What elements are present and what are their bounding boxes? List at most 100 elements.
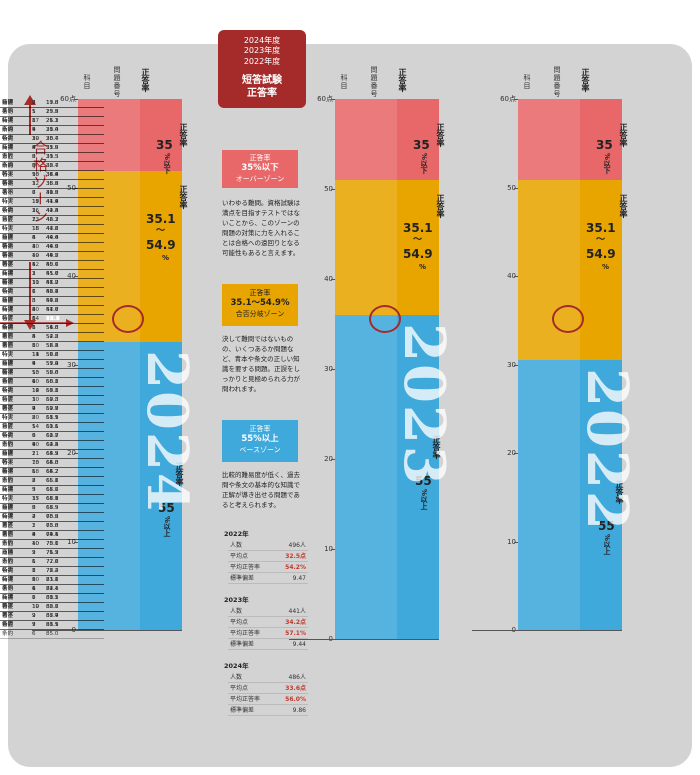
- table-row: 特実 6 56.3: [0, 378, 104, 387]
- row-question-number: 11: [32, 280, 40, 286]
- row-question-number: 3: [32, 280, 36, 286]
- table-row: 特実 13 55.0: [0, 369, 104, 378]
- row-answer-rate: 51.7: [46, 280, 59, 286]
- table-row: 特実 3 68.1: [0, 495, 104, 504]
- table-row: 意匠 1 68.8: [0, 522, 104, 531]
- row-question-number: 9: [32, 577, 36, 583]
- table-row: 特実 16 42.3: [0, 207, 104, 216]
- row-question-number: 7: [32, 406, 36, 412]
- row-question-number: 2: [32, 271, 36, 277]
- row-answer-rate: 44.6: [46, 244, 59, 250]
- row-answer-rate: 56.2: [46, 343, 59, 349]
- table-row: 特実 15 47.2: [0, 225, 104, 234]
- base-zone-value: 55: [415, 474, 432, 488]
- row-subject: 特実: [2, 514, 14, 520]
- row-question-number: 2: [32, 100, 36, 106]
- zone-base-bg: [335, 315, 439, 639]
- row-subject: 特実: [2, 100, 14, 106]
- table-row: 特実 9 36.4: [0, 171, 104, 180]
- row-question-number: 3: [32, 496, 36, 502]
- row-subject: 商標: [2, 145, 14, 151]
- row-answer-rate: 72.4: [46, 568, 59, 574]
- table-row: 商標 7 17.5: [0, 99, 104, 108]
- row-question-number: 16: [32, 226, 40, 232]
- y-tick-mark: [331, 369, 335, 370]
- row-subject: 特実: [2, 622, 14, 628]
- row-question-number: 8: [32, 577, 36, 583]
- row-subject: 著不: [2, 604, 14, 610]
- zone-base-bg: [78, 342, 182, 630]
- base-zone-suffix: %以上: [163, 516, 171, 538]
- pass-zone-high: 54.9: [586, 247, 616, 261]
- stats-value: 57.1%: [285, 630, 306, 637]
- row-answer-rate: 32.7: [46, 163, 59, 169]
- row-subject: 特実: [2, 316, 14, 322]
- row-subject: 条約: [2, 532, 14, 538]
- table-row: 条約 3 36.3: [0, 189, 104, 198]
- row-subject: 商標: [2, 271, 14, 277]
- row-subject: 特実: [2, 577, 14, 583]
- table-row: 特実 1 46.4: [0, 288, 104, 297]
- row-question-number: 20: [32, 415, 40, 421]
- row-subject: 意匠: [2, 397, 14, 403]
- value-column-shade: [335, 99, 397, 639]
- row-question-number: 6: [32, 316, 36, 322]
- row-subject: 特実: [2, 415, 14, 421]
- row-answer-rate: 74.4: [46, 586, 59, 592]
- table-row: 商標 5 50.8: [0, 297, 104, 306]
- table-row: 特実 8 58.1: [0, 414, 104, 423]
- row-answer-rate: 35.9: [46, 181, 59, 187]
- table-row: 特実 15 66.9: [0, 495, 104, 504]
- row-subject: 意匠: [2, 316, 14, 322]
- row-answer-rate: 60.8: [46, 397, 59, 403]
- row-answer-rate: 47.0: [46, 280, 59, 286]
- row-subject: 意匠: [2, 298, 14, 304]
- row-subject: 条約: [2, 559, 14, 565]
- table-row: 商標 9 71.2: [0, 549, 104, 558]
- pass-line-circle: [552, 305, 584, 333]
- row-answer-rate: 66.9: [46, 496, 59, 502]
- stats-value: 441人: [288, 608, 306, 615]
- row-answer-rate: 64.4: [46, 442, 59, 448]
- row-subject: 商標: [2, 595, 14, 601]
- table-row: 商標 5 59.2: [0, 360, 104, 369]
- table-row: 意匠 2 19.8: [0, 99, 104, 108]
- row-subject: 著不: [2, 343, 14, 349]
- row-subject: 特実: [2, 298, 14, 304]
- row-subject: 特実: [2, 433, 14, 439]
- row-answer-rate: 63.2: [46, 442, 59, 448]
- row-answer-rate: 64.2: [46, 451, 59, 457]
- row-answer-rate: 45.6: [46, 271, 59, 277]
- row-question-number: 12: [32, 262, 40, 268]
- row-question-number: 18: [32, 460, 40, 466]
- zone-base-bg: [518, 360, 622, 630]
- table-row: 商標 1 21.3: [0, 117, 104, 126]
- row-subject: 特実: [2, 388, 14, 394]
- stats-row: 標準偏差 9.86: [228, 705, 308, 716]
- row-subject: 条約: [2, 586, 14, 592]
- row-subject: 特実: [2, 136, 14, 142]
- row-question-number: 8: [32, 568, 36, 574]
- row-subject: 著不: [2, 190, 14, 196]
- row-question-number: 5: [32, 109, 36, 115]
- table-row: 条約 3 44.4: [0, 207, 104, 216]
- y-tick-label: 30: [324, 365, 333, 373]
- row-question-number: 2: [32, 478, 36, 484]
- table-row: 著不 7 39.9: [0, 189, 104, 198]
- row-question-number: 1: [32, 586, 36, 592]
- zone-over-bg: [518, 99, 622, 180]
- row-question-number: 9: [32, 361, 36, 367]
- pass-zone-high: 54.9: [146, 238, 176, 252]
- y-tick-label: 20: [507, 449, 516, 457]
- row-answer-rate: 82.1: [46, 586, 59, 592]
- row-question-number: 20: [32, 136, 40, 142]
- y-tick-mark: [331, 549, 335, 550]
- row-question-number: 3: [32, 154, 36, 160]
- row-answer-rate: 68.1: [46, 496, 59, 502]
- table-row: 著不 7 64.3: [0, 459, 104, 468]
- table-row: 特実 3 49.0: [0, 234, 104, 243]
- table-row: 特実 6 49.8: [0, 288, 104, 297]
- row-answer-rate: 43.8: [46, 226, 59, 232]
- table-row: 意匠 4 70.6: [0, 540, 104, 549]
- row-answer-rate: 45.7: [46, 271, 59, 277]
